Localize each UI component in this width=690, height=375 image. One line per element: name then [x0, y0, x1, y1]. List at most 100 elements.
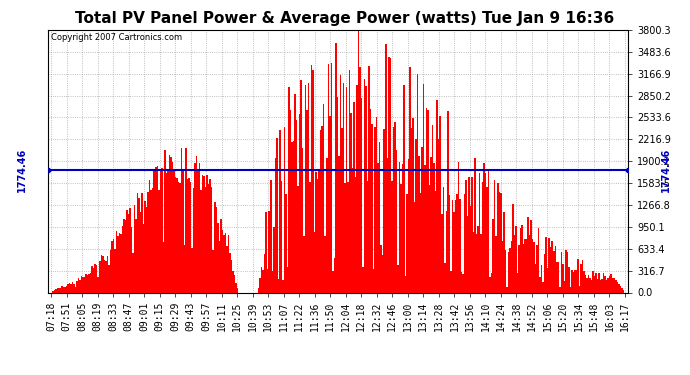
Bar: [124, 219, 125, 292]
Bar: [191, 248, 193, 292]
Bar: [578, 259, 579, 292]
Bar: [205, 188, 206, 292]
Bar: [311, 65, 313, 292]
Bar: [390, 58, 391, 292]
Bar: [104, 260, 105, 292]
Bar: [228, 236, 229, 292]
Bar: [550, 247, 551, 292]
Bar: [524, 239, 526, 292]
Bar: [277, 279, 279, 292]
Bar: [451, 200, 453, 292]
Bar: [188, 178, 190, 292]
Bar: [420, 193, 422, 292]
Bar: [489, 277, 491, 292]
Bar: [75, 286, 77, 292]
Bar: [234, 275, 235, 292]
Bar: [604, 276, 606, 292]
Bar: [296, 120, 297, 292]
Bar: [393, 127, 394, 292]
Bar: [54, 291, 55, 292]
Bar: [213, 250, 214, 292]
Bar: [82, 277, 84, 292]
Bar: [432, 125, 433, 292]
Bar: [187, 179, 188, 292]
Bar: [172, 162, 173, 292]
Bar: [328, 64, 329, 292]
Bar: [131, 227, 132, 292]
Bar: [137, 194, 138, 292]
Bar: [427, 110, 429, 292]
Bar: [90, 273, 92, 292]
Bar: [527, 217, 529, 292]
Bar: [77, 281, 78, 292]
Bar: [271, 271, 273, 292]
Bar: [594, 276, 595, 292]
Bar: [493, 219, 494, 292]
Bar: [184, 245, 185, 292]
Bar: [547, 268, 549, 292]
Bar: [125, 220, 126, 292]
Bar: [276, 138, 277, 292]
Bar: [318, 170, 320, 292]
Bar: [73, 284, 75, 292]
Bar: [81, 276, 82, 292]
Bar: [521, 225, 523, 292]
Bar: [185, 148, 187, 292]
Bar: [87, 275, 88, 292]
Bar: [584, 275, 586, 292]
Bar: [471, 177, 473, 292]
Bar: [57, 288, 58, 292]
Bar: [264, 254, 266, 292]
Bar: [553, 251, 555, 292]
Bar: [178, 182, 179, 292]
Bar: [226, 246, 228, 292]
Bar: [230, 260, 232, 292]
Bar: [297, 186, 299, 292]
Bar: [607, 278, 609, 292]
Bar: [586, 278, 588, 292]
Bar: [200, 190, 202, 292]
Bar: [214, 202, 215, 292]
Bar: [97, 277, 99, 292]
Bar: [620, 286, 621, 292]
Bar: [138, 198, 140, 292]
Bar: [300, 80, 302, 292]
Bar: [309, 182, 311, 292]
Bar: [402, 164, 403, 292]
Bar: [500, 193, 502, 292]
Bar: [388, 57, 390, 292]
Bar: [347, 183, 348, 292]
Bar: [450, 271, 451, 292]
Bar: [110, 250, 111, 292]
Bar: [573, 272, 574, 292]
Bar: [438, 139, 440, 292]
Bar: [544, 254, 545, 292]
Bar: [112, 239, 114, 292]
Bar: [84, 277, 86, 292]
Bar: [488, 170, 489, 292]
Bar: [221, 230, 223, 292]
Bar: [168, 155, 170, 292]
Bar: [511, 240, 512, 292]
Bar: [270, 180, 271, 292]
Bar: [102, 256, 103, 292]
Bar: [86, 274, 87, 292]
Bar: [571, 270, 573, 292]
Bar: [267, 269, 268, 292]
Bar: [105, 261, 106, 292]
Bar: [117, 236, 119, 292]
Bar: [155, 166, 157, 292]
Bar: [135, 219, 137, 292]
Bar: [368, 66, 370, 292]
Bar: [223, 235, 225, 292]
Bar: [417, 74, 418, 292]
Bar: [323, 104, 324, 292]
Bar: [134, 205, 135, 292]
Bar: [473, 232, 474, 292]
Bar: [375, 127, 376, 292]
Bar: [531, 220, 532, 292]
Bar: [395, 150, 397, 292]
Bar: [225, 232, 226, 292]
Bar: [538, 228, 540, 292]
Bar: [121, 226, 124, 292]
